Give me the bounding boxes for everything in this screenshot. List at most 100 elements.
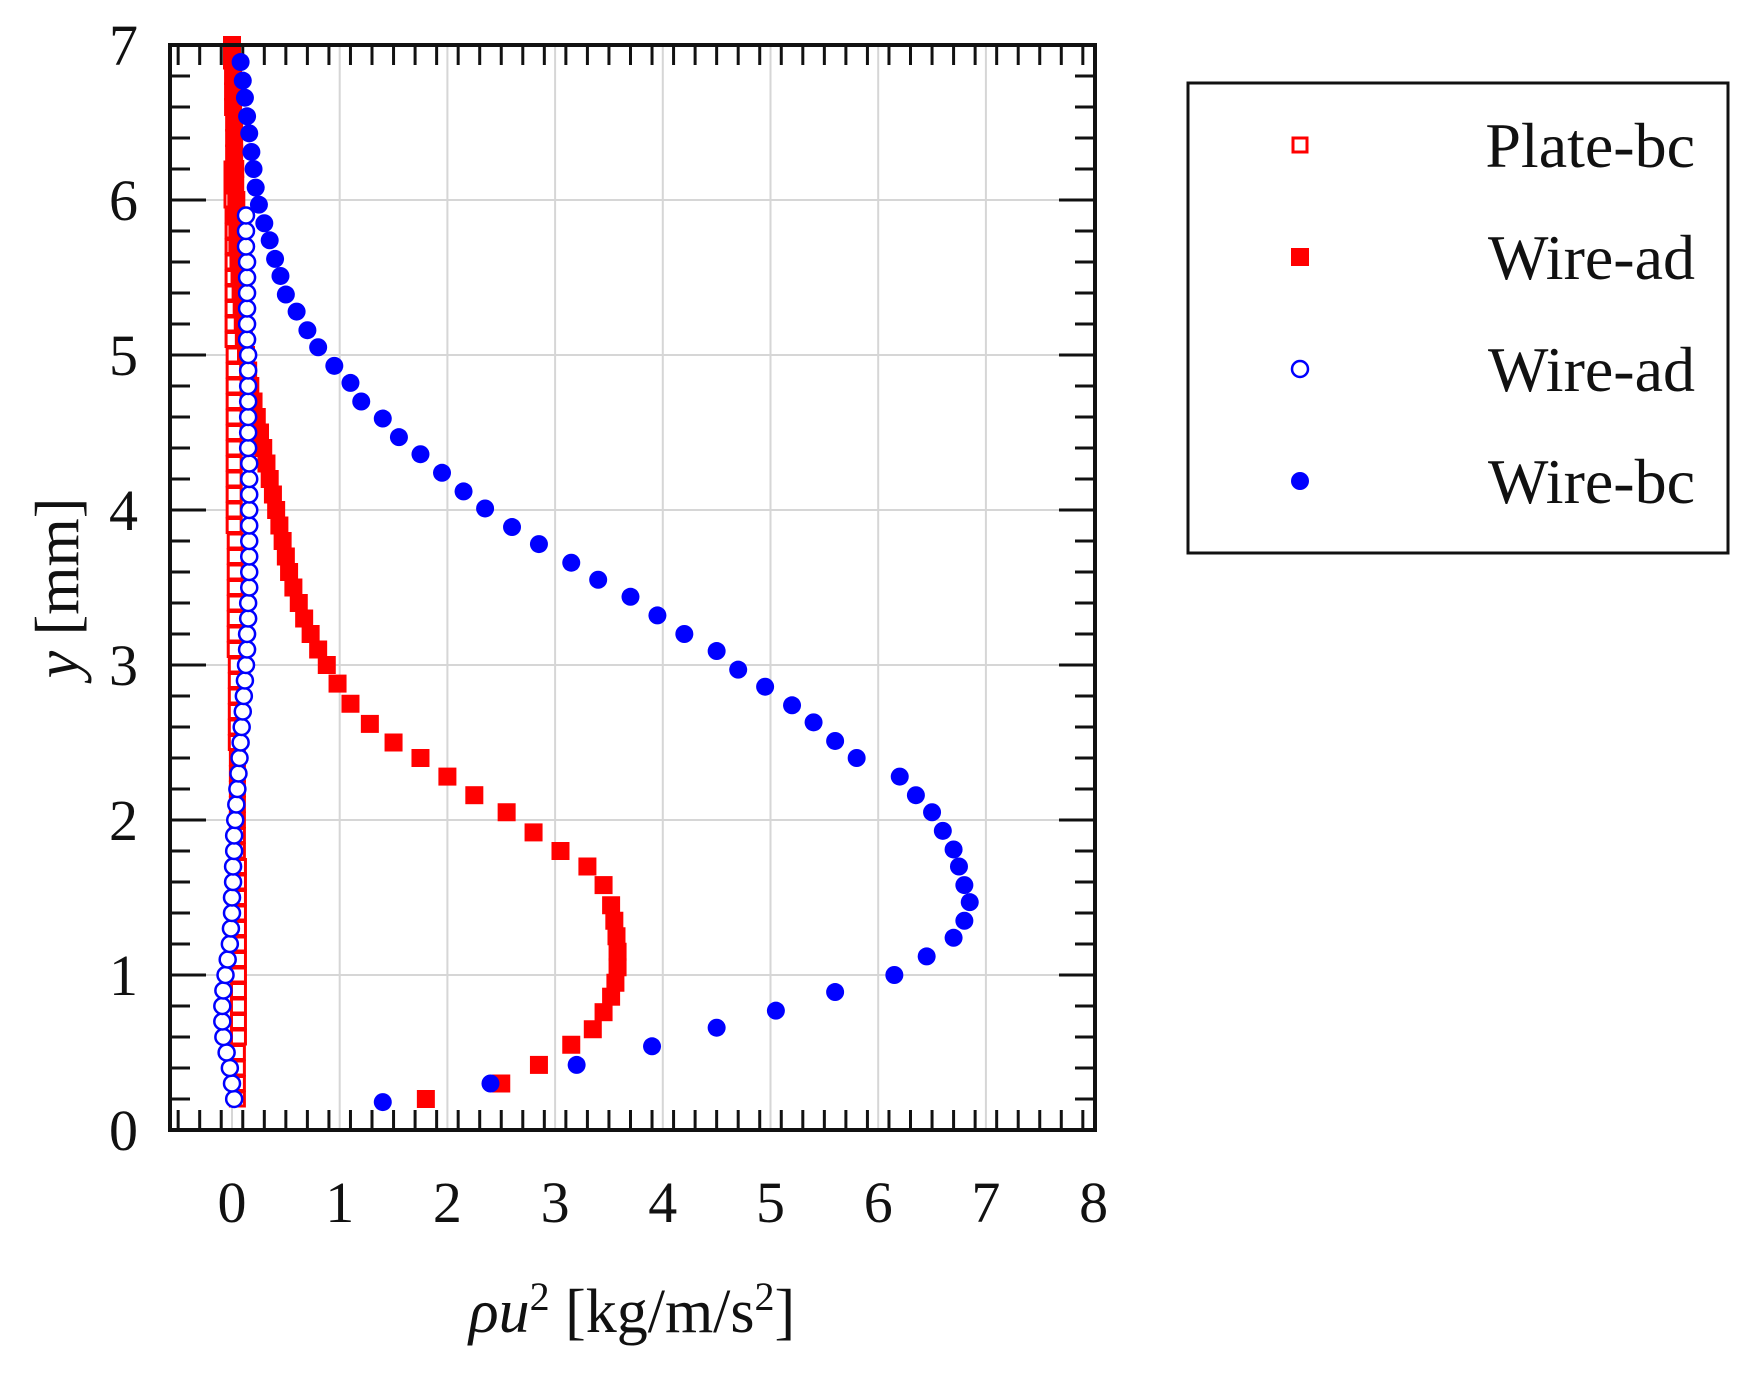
data-point bbox=[214, 981, 233, 1000]
data-point bbox=[240, 124, 259, 143]
data-point bbox=[238, 107, 257, 126]
x-tick-label: 4 bbox=[648, 1170, 677, 1235]
data-point bbox=[411, 749, 430, 767]
data-point bbox=[224, 841, 244, 861]
data-point bbox=[225, 455, 243, 472]
data-point bbox=[890, 767, 909, 786]
data-point bbox=[260, 231, 279, 250]
data-point bbox=[271, 266, 290, 285]
legend-marker bbox=[1291, 248, 1309, 266]
data-point bbox=[238, 423, 258, 442]
data-point bbox=[497, 803, 516, 822]
x-tick-label: 6 bbox=[864, 1170, 893, 1235]
data-point bbox=[384, 733, 403, 752]
data-point bbox=[237, 314, 257, 334]
data-point bbox=[239, 469, 259, 489]
data-point bbox=[944, 840, 963, 859]
plot-frame bbox=[168, 43, 1097, 1132]
data-point bbox=[906, 786, 925, 805]
data-point bbox=[756, 677, 775, 696]
data-point bbox=[232, 717, 251, 737]
data-point bbox=[238, 593, 258, 613]
data-point bbox=[707, 642, 726, 661]
data-point bbox=[783, 696, 802, 715]
x-tick-label: 8 bbox=[1079, 1170, 1108, 1235]
data-point bbox=[289, 594, 308, 612]
data-point bbox=[223, 872, 243, 892]
data-point bbox=[270, 516, 289, 535]
legend-entries: Plate-bc Wire-ad Wire-ad Wire-bc bbox=[1290, 110, 1695, 517]
data-point bbox=[949, 857, 968, 876]
data-point bbox=[648, 606, 667, 625]
data-point bbox=[229, 1013, 247, 1030]
data-point bbox=[239, 500, 259, 520]
data-point bbox=[438, 767, 457, 786]
data-point bbox=[454, 482, 473, 501]
data-point bbox=[263, 485, 282, 504]
data-point bbox=[643, 1037, 662, 1056]
data-point bbox=[273, 532, 292, 550]
data-point bbox=[529, 1055, 548, 1074]
data-point bbox=[236, 655, 256, 675]
x-tick-label: 5 bbox=[756, 1170, 785, 1235]
data-point bbox=[231, 733, 250, 752]
y-tick-label: 1 bbox=[109, 943, 138, 1008]
data-point bbox=[529, 535, 548, 554]
data-point bbox=[341, 373, 360, 392]
data-point bbox=[229, 764, 248, 783]
data-point bbox=[933, 821, 952, 840]
data-point bbox=[225, 810, 245, 830]
data-point bbox=[298, 321, 317, 340]
data-point bbox=[239, 578, 259, 597]
data-point bbox=[267, 501, 286, 519]
data-point bbox=[238, 376, 258, 396]
data-point bbox=[562, 553, 581, 572]
data-point bbox=[238, 609, 258, 628]
data-point bbox=[213, 996, 232, 1016]
y-axis-title: y [mm] bbox=[24, 498, 92, 685]
minor-ticks bbox=[170, 43, 1095, 1132]
data-point bbox=[602, 987, 621, 1006]
data-point bbox=[236, 206, 256, 225]
data-point bbox=[218, 950, 237, 969]
series-1 bbox=[223, 36, 627, 1108]
data-point bbox=[257, 454, 276, 473]
data-point bbox=[237, 330, 257, 349]
data-point bbox=[551, 842, 570, 860]
data-point bbox=[955, 876, 974, 895]
data-point bbox=[481, 1074, 500, 1093]
data-point bbox=[847, 749, 866, 767]
data-point bbox=[284, 578, 303, 597]
data-point bbox=[236, 237, 256, 256]
data-point bbox=[229, 997, 247, 1015]
data-point bbox=[328, 674, 347, 693]
data-point bbox=[766, 1001, 785, 1020]
data-point bbox=[225, 470, 243, 488]
legend-box bbox=[1186, 81, 1730, 555]
data-point bbox=[276, 547, 295, 566]
data-point bbox=[222, 888, 242, 907]
data-point bbox=[826, 983, 845, 1002]
x-tick-label: 3 bbox=[541, 1170, 570, 1235]
data-point bbox=[238, 392, 258, 411]
data-point bbox=[605, 911, 624, 930]
y-tick-label: 7 bbox=[109, 13, 138, 78]
data-point bbox=[222, 1074, 242, 1093]
legend-marker bbox=[1291, 136, 1309, 154]
data-point bbox=[239, 531, 259, 551]
data-point bbox=[234, 686, 254, 706]
data-point bbox=[237, 624, 257, 644]
grid bbox=[170, 45, 1095, 1130]
data-point bbox=[239, 562, 259, 582]
y-tick-label: 2 bbox=[109, 788, 138, 853]
data-point bbox=[239, 516, 259, 535]
data-point bbox=[260, 470, 279, 488]
data-point bbox=[266, 249, 285, 268]
data-point bbox=[239, 547, 259, 566]
data-point bbox=[228, 779, 247, 799]
data-point bbox=[231, 53, 250, 72]
data-point bbox=[254, 439, 273, 457]
data-point bbox=[621, 587, 640, 606]
data-point bbox=[221, 919, 241, 938]
